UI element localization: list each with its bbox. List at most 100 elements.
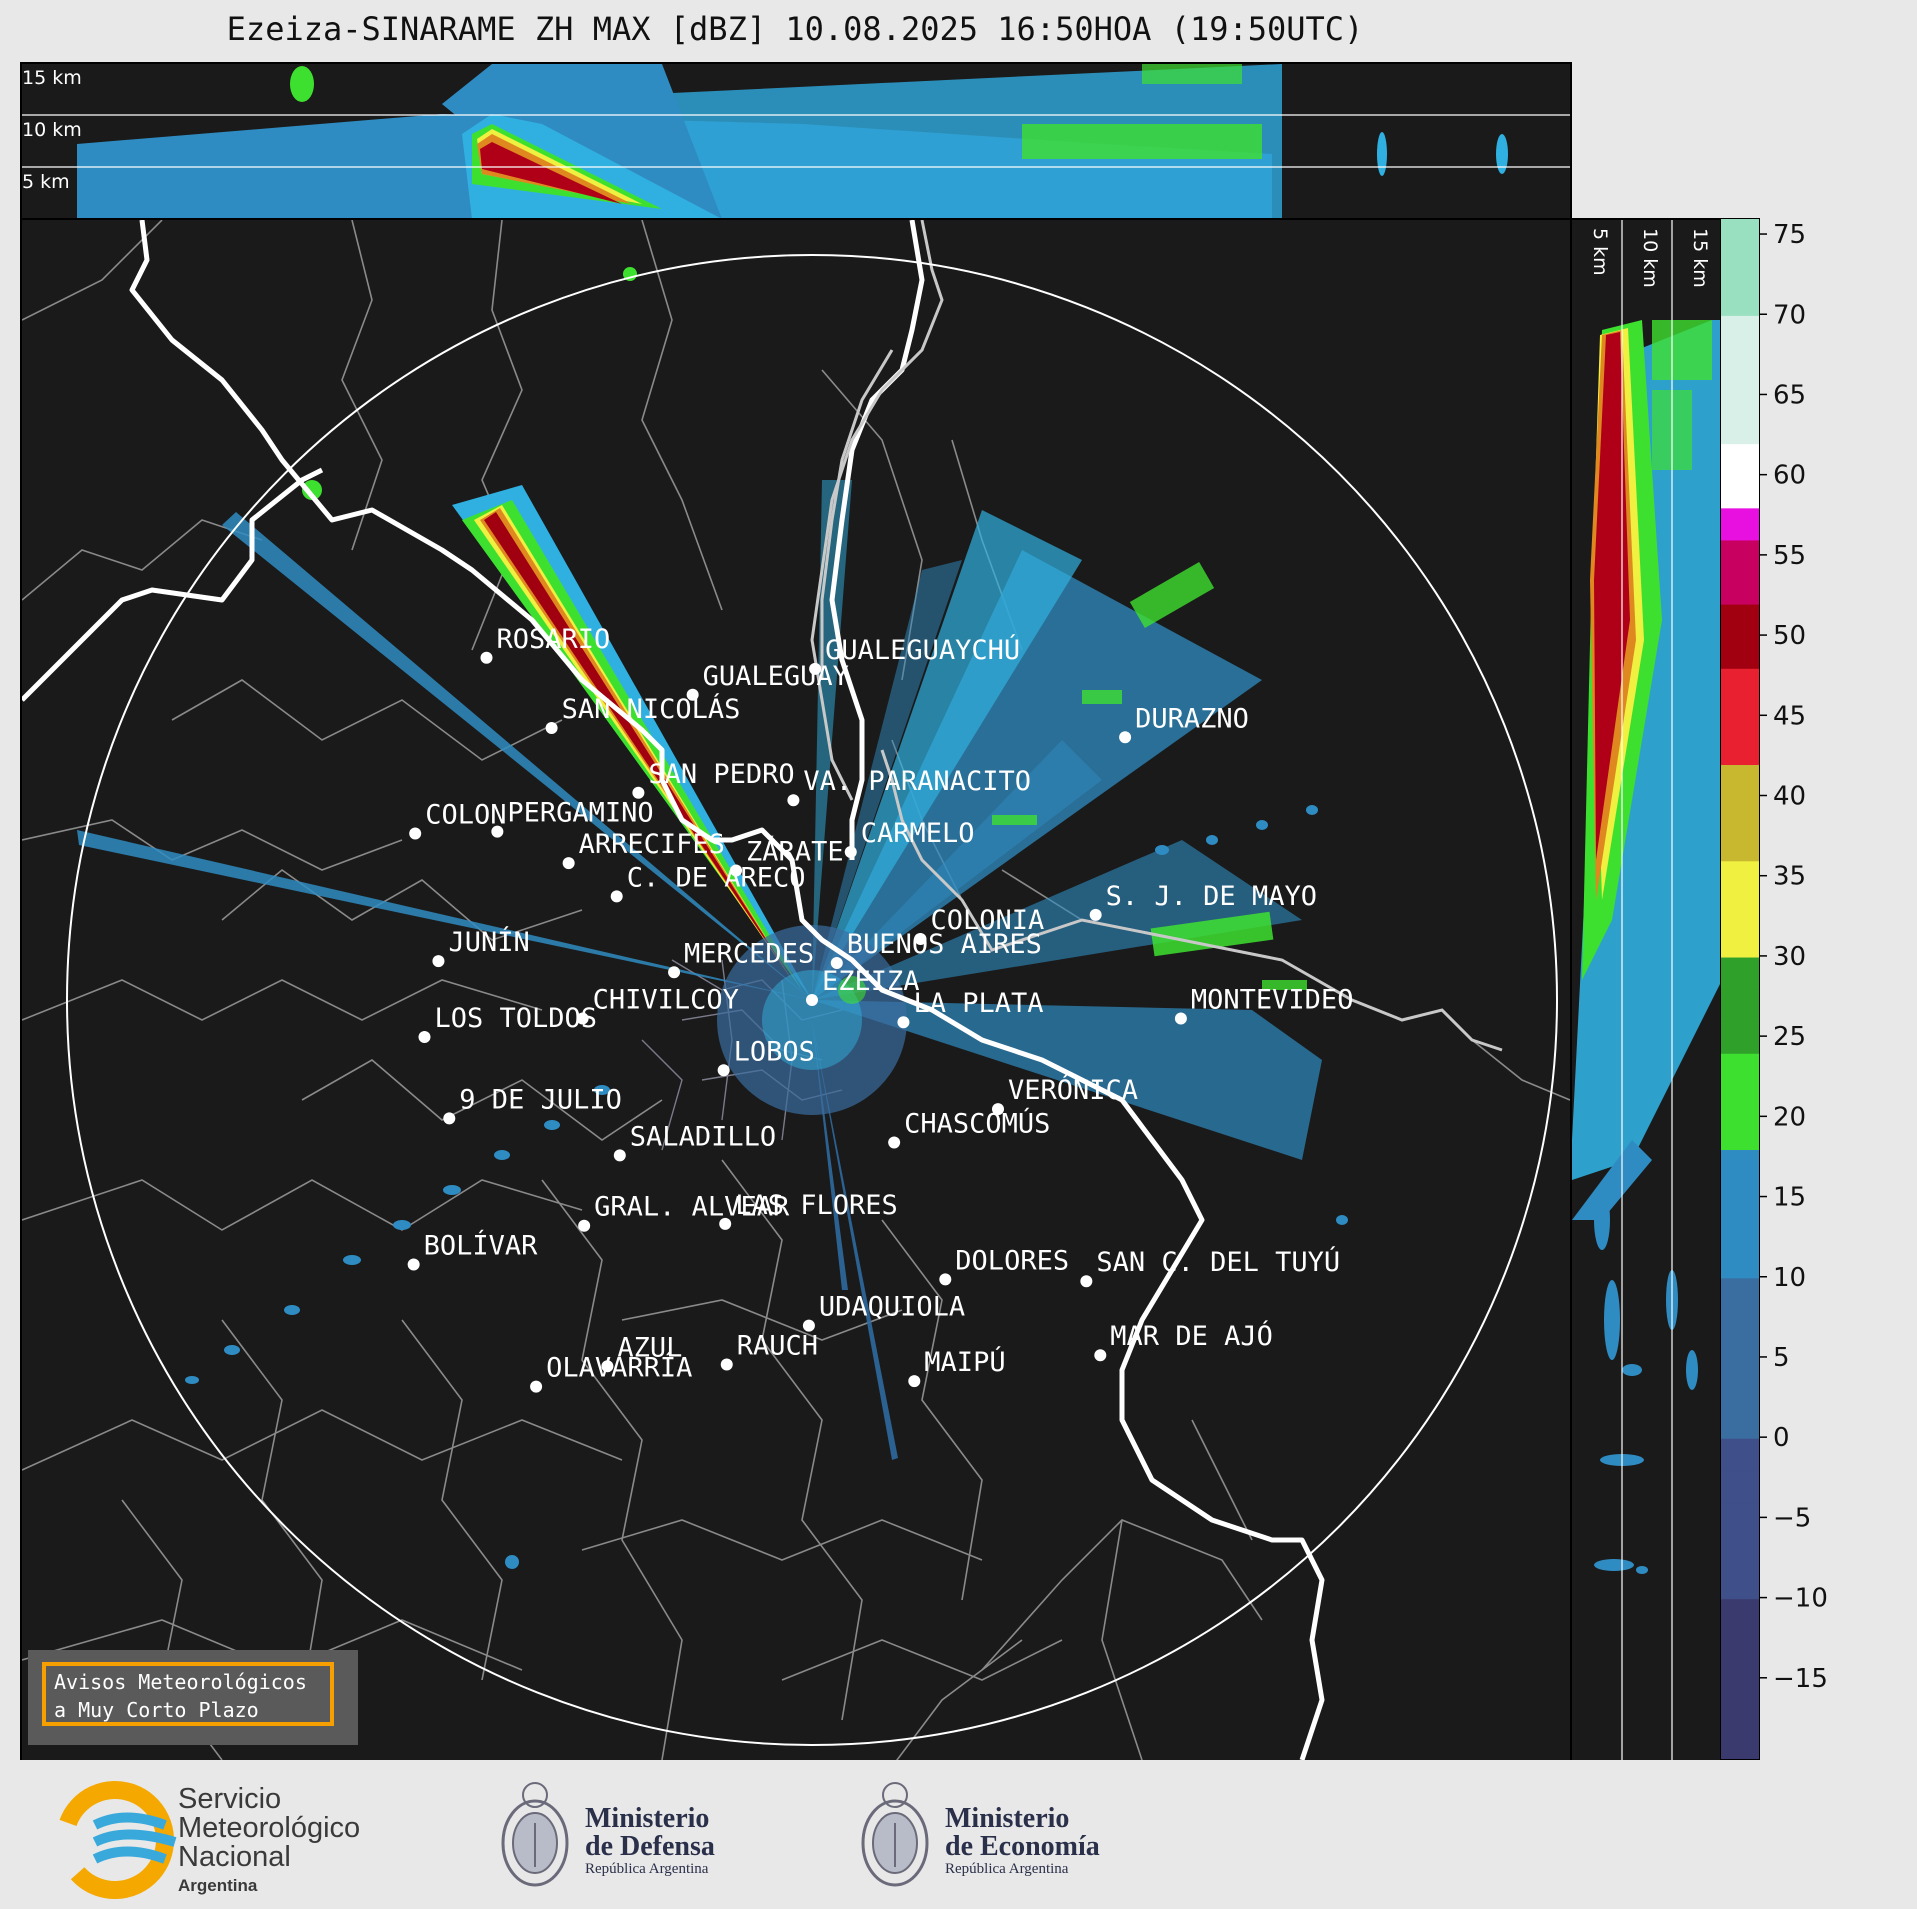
side-cross-section-svg: 5 km 10 km 15 km — [1572, 220, 1722, 1760]
city-label: LAS FLORES — [735, 1190, 898, 1221]
warning-box-bg: Avisos Meteorológicos a Muy Corto Plazo — [28, 1650, 358, 1745]
footer: Servicio Meteorológico Nacional Argentin… — [0, 1760, 1917, 1909]
colorbar-segment — [1721, 700, 1759, 733]
city-marker — [1174, 1012, 1187, 1025]
city-marker — [802, 1319, 815, 1332]
city-marker — [1094, 1349, 1107, 1362]
city-label: BUENOS AIRES — [847, 929, 1042, 960]
colorbar-segment — [1721, 1277, 1759, 1311]
smn-line1: Servicio — [178, 1783, 282, 1815]
colorbar-segment — [1721, 1406, 1759, 1439]
colorbar-tick-label: 45 — [1773, 701, 1806, 731]
city-marker — [720, 1358, 733, 1371]
city-marker — [844, 846, 857, 858]
smn-logo-text: Servicio Meteorológico Nacional — [178, 1785, 360, 1872]
colorbar-segment — [1721, 1374, 1759, 1407]
city-label: S. J. DE MAYO — [1106, 881, 1317, 912]
colorbar-tick-label: 55 — [1773, 541, 1806, 571]
colorbar-segment — [1721, 1694, 1759, 1728]
colorbar-segment — [1721, 892, 1759, 926]
economia-sub: República Argentina — [945, 1861, 1069, 1877]
colorbar-segment — [1721, 1149, 1759, 1183]
colorbar-segment — [1721, 1534, 1759, 1568]
warning-line2: a Muy Corto Plazo — [54, 1698, 259, 1722]
city-marker — [1080, 1275, 1093, 1288]
economia-line1: Ministerio — [945, 1803, 1070, 1834]
city-marker — [632, 786, 645, 799]
city-marker — [443, 1112, 456, 1125]
smn-line2: Meteorológico — [178, 1812, 361, 1844]
city-label: C. DE ARECO — [627, 862, 806, 893]
city-label: EZEIZA — [822, 966, 920, 997]
colorbar-tick-label: 50 — [1773, 621, 1806, 651]
city-marker — [418, 1031, 431, 1043]
top-echo-core-base — [442, 64, 722, 219]
colorbar-segment — [1721, 251, 1759, 284]
city-marker — [730, 864, 743, 877]
city-label: VA. PARANACITO — [803, 766, 1031, 797]
city-label: MAIPÚ — [924, 1346, 1005, 1378]
city-label: MAR DE AJÓ — [1110, 1320, 1273, 1352]
city-label: VERÓNICA — [1008, 1074, 1138, 1106]
city-marker — [432, 955, 445, 968]
colorbar-tick-label: 30 — [1773, 942, 1806, 972]
city-marker — [491, 825, 504, 838]
city-label: CHASCOMÚS — [904, 1107, 1050, 1139]
city-label: SALADILLO — [630, 1121, 776, 1152]
smn-logo-icon — [56, 1781, 177, 1899]
economia-text: Ministerio de Economía República Argenti… — [945, 1805, 1100, 1878]
colorbar-segment — [1721, 1053, 1759, 1086]
city-marker — [897, 1016, 910, 1029]
colorbar-tick-label: −15 — [1773, 1664, 1828, 1694]
city-label: RAUCH — [737, 1330, 818, 1361]
colorbar-segment — [1721, 507, 1759, 541]
colorbar-segment — [1721, 1341, 1759, 1375]
city-label: SAN C. DEL TUYÚ — [1096, 1246, 1340, 1278]
city-marker — [717, 1064, 730, 1077]
colorbar-tick-label: 75 — [1773, 220, 1806, 250]
colorbar-segment — [1721, 1726, 1759, 1759]
colorbar-segment — [1721, 1021, 1759, 1054]
colorbar-segment — [1721, 1181, 1759, 1215]
colorbar-segment — [1721, 668, 1759, 701]
city-marker — [613, 1149, 626, 1162]
colorbar-segment — [1721, 636, 1759, 669]
top-height-label-10km: 10 km — [22, 119, 82, 141]
defensa-seal-icon — [501, 1782, 569, 1887]
city-marker — [407, 1258, 420, 1271]
city-marker — [809, 662, 822, 675]
colorbar-segment — [1721, 1117, 1759, 1151]
city-label: MERCEDES — [684, 938, 814, 969]
city-marker — [610, 890, 623, 903]
top-core-red — [480, 142, 622, 204]
city-label: ARRECIFES — [579, 829, 725, 860]
city-label: LA PLATA — [913, 988, 1043, 1019]
city-label: SAN NICOLÁS — [562, 693, 741, 725]
colorbar-segment — [1721, 283, 1759, 316]
colorbar-segment — [1721, 1566, 1759, 1600]
colorbar-segment — [1721, 379, 1759, 413]
city-marker — [576, 1012, 589, 1025]
city-marker — [1119, 731, 1132, 744]
warning-line1: Avisos Meteorológicos — [54, 1670, 307, 1694]
city-marker — [1089, 908, 1102, 921]
warning-box[interactable]: Avisos Meteorológicos a Muy Corto Plazo — [42, 1662, 334, 1726]
colorbar-tick-label: −10 — [1773, 1584, 1828, 1614]
defensa-text: Ministerio de Defensa República Argentin… — [585, 1805, 715, 1878]
top-green-patch — [1022, 124, 1262, 159]
colorbar-segment — [1721, 411, 1759, 445]
city-label: PERGAMINO — [507, 798, 653, 829]
city-marker — [939, 1273, 952, 1286]
city-marker — [719, 1217, 732, 1230]
city-marker — [914, 932, 927, 945]
colorbar-tick-label: 65 — [1773, 380, 1806, 410]
rivers — [810, 220, 1503, 1052]
colorbar-segment — [1721, 539, 1759, 573]
city-label: MONTEVIDEO — [1191, 985, 1354, 1016]
colorbar-svg — [1721, 219, 1759, 1759]
radar-echoes — [77, 267, 1348, 1569]
city-label: AZUL — [617, 1332, 682, 1363]
city-label: DOLORES — [955, 1245, 1069, 1276]
